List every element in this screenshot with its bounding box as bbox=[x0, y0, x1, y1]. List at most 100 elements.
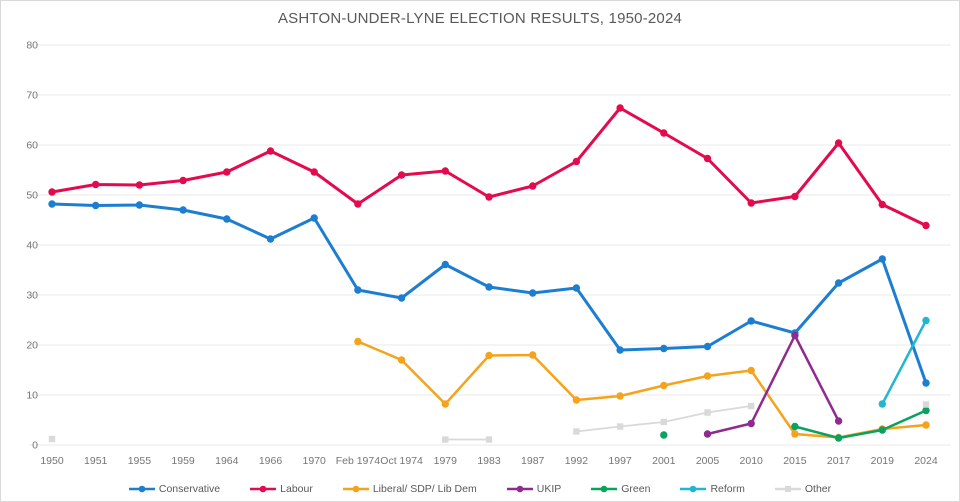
series-conservative-point bbox=[834, 279, 843, 287]
y-axis-tick-label: 10 bbox=[26, 390, 38, 402]
series-conservative-point bbox=[310, 214, 318, 222]
series-conservative-point bbox=[223, 215, 231, 223]
series-conservative-point bbox=[703, 342, 712, 351]
chart-title: ASHTON-UNDER-LYNE ELECTION RESULTS, 1950… bbox=[277, 10, 683, 27]
series-other-point bbox=[485, 436, 493, 443]
series-conservative-point bbox=[878, 255, 886, 263]
series-liberal-sdp-lib-dem-point bbox=[397, 356, 406, 364]
series-conservative bbox=[48, 200, 930, 387]
series-other-point bbox=[704, 409, 711, 416]
legend-marker-ukip-icon bbox=[506, 485, 533, 493]
series-green-point bbox=[660, 431, 668, 439]
legend-label: Green bbox=[621, 483, 651, 495]
series-reform-point bbox=[878, 400, 886, 408]
x-axis-tick-label: 1997 bbox=[608, 455, 632, 467]
legend-item-other: Other bbox=[774, 483, 832, 495]
series-other-point bbox=[660, 418, 667, 426]
legend-marker-green-icon bbox=[591, 485, 618, 493]
series-conservative-point bbox=[485, 283, 493, 291]
series-reform bbox=[878, 316, 930, 408]
x-axis-tick-label: 2010 bbox=[740, 455, 764, 467]
series-conservative-point bbox=[616, 346, 624, 354]
series-labour-point bbox=[878, 200, 886, 209]
series-liberal-sdp-lib-dem-point bbox=[703, 372, 712, 380]
series-labour-point bbox=[48, 188, 56, 196]
series-ukip-point bbox=[703, 430, 712, 438]
legend-item-green: Green bbox=[591, 483, 650, 495]
series-labour-point bbox=[223, 168, 231, 176]
series-labour-point bbox=[441, 167, 449, 175]
series-ukip-point bbox=[834, 417, 843, 425]
legend-label: Labour bbox=[280, 483, 313, 495]
series-labour-point bbox=[529, 182, 537, 190]
y-axis-tick-label: 30 bbox=[26, 290, 38, 302]
series-green-point bbox=[834, 434, 843, 442]
chart-legend: Conservative Labour Liberal/ SDP/ Lib Dem U… bbox=[1, 483, 959, 495]
series-conservative-line bbox=[50, 202, 928, 385]
y-axis-tick-label: 0 bbox=[32, 440, 38, 452]
x-axis-tick-label: 1983 bbox=[477, 455, 501, 467]
legend-item-ukip: UKIP bbox=[506, 483, 562, 495]
legend-marker-liberal-sdp-lib-dem-icon bbox=[342, 485, 369, 493]
series-liberal-sdp-lib-dem-point bbox=[747, 366, 755, 375]
series-labour-point bbox=[922, 221, 930, 230]
legend-item-reform: Reform bbox=[680, 483, 745, 495]
series-conservative-point bbox=[441, 260, 449, 269]
series-labour-point bbox=[660, 129, 668, 137]
series-green bbox=[660, 406, 930, 442]
x-axis-tick-label: 1951 bbox=[84, 455, 108, 467]
y-axis-tick-label: 70 bbox=[26, 90, 38, 102]
legend-marker-conservative-icon bbox=[128, 485, 155, 493]
x-axis-tick-label: 1979 bbox=[434, 455, 458, 467]
series-other-line bbox=[444, 405, 753, 441]
series-labour-point bbox=[572, 157, 581, 166]
x-axis-tick-label: 1966 bbox=[259, 455, 283, 467]
series-ukip bbox=[703, 331, 843, 438]
legend-item-liberal-sdp-lib-dem: Liberal/ SDP/ Lib Dem bbox=[342, 483, 477, 495]
y-axis-tick-label: 20 bbox=[26, 340, 38, 352]
series-labour-point bbox=[616, 104, 624, 112]
legend-label: Liberal/ SDP/ Lib Dem bbox=[372, 483, 477, 495]
x-axis-tick-label: 1992 bbox=[565, 455, 589, 467]
y-axis-tick-label: 80 bbox=[26, 40, 38, 52]
series-green-point bbox=[791, 422, 799, 431]
series-liberal-sdp-lib-dem-point bbox=[354, 337, 362, 346]
series-conservative-point bbox=[397, 294, 406, 302]
y-axis-tick-label: 40 bbox=[26, 240, 38, 252]
x-axis-tick-label: 1950 bbox=[40, 455, 64, 467]
series-labour-point bbox=[310, 168, 318, 176]
series-ukip-point bbox=[791, 331, 799, 340]
series-labour-point bbox=[834, 139, 843, 147]
series-ukip-point bbox=[747, 419, 755, 428]
series-green-point bbox=[878, 426, 886, 434]
series-ukip-line bbox=[706, 334, 840, 436]
x-axis-tick-label: Oct 1974 bbox=[380, 455, 423, 467]
x-axis-tick-label: Feb 1974 bbox=[336, 455, 381, 467]
series-conservative-point bbox=[354, 286, 362, 294]
legend-label: UKIP bbox=[536, 483, 562, 495]
series-labour-point bbox=[266, 147, 275, 155]
series-conservative-point bbox=[135, 201, 144, 209]
series-liberal-sdp-lib-dem-point bbox=[441, 400, 449, 408]
series-reform-line bbox=[881, 319, 928, 406]
series-labour-point bbox=[747, 199, 755, 207]
legend-label: Other bbox=[804, 483, 832, 495]
series-labour-point bbox=[485, 193, 493, 201]
legend-label: Reform bbox=[710, 483, 745, 495]
x-axis-tick-label: 2015 bbox=[783, 455, 807, 467]
x-axis-tick-label: 1970 bbox=[303, 455, 327, 467]
series-conservative-point bbox=[92, 201, 100, 210]
series-liberal-sdp-lib-dem-point bbox=[922, 421, 930, 429]
series-labour-point bbox=[135, 181, 144, 189]
y-axis-tick-label: 50 bbox=[26, 190, 38, 202]
x-axis-tick-label: 2017 bbox=[827, 455, 851, 467]
series-labour-line bbox=[50, 106, 928, 227]
series-conservative-point bbox=[747, 317, 755, 325]
series-reform-point bbox=[922, 316, 930, 325]
series-liberal-sdp-lib-dem-point bbox=[660, 381, 668, 390]
series-labour-point bbox=[354, 200, 362, 208]
legend-marker-other-icon bbox=[774, 486, 801, 492]
series-labour-point bbox=[179, 176, 187, 185]
series-other-point bbox=[748, 402, 755, 410]
